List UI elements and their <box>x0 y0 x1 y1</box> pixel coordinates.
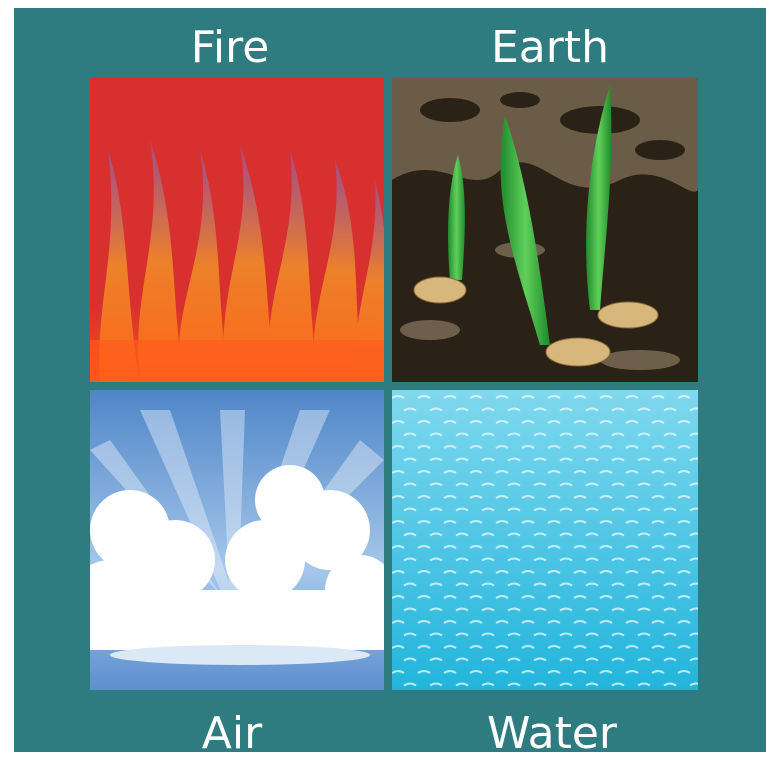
air-label: Air <box>202 708 263 758</box>
wave-line <box>392 470 691 474</box>
fire-label: Fire <box>191 22 270 73</box>
wave-line <box>403 432 698 437</box>
wave-line <box>392 495 691 499</box>
wave-line <box>403 632 698 637</box>
wave-line <box>403 532 698 537</box>
wave-line <box>403 482 698 487</box>
wave-line <box>392 445 691 449</box>
wave-line <box>392 645 691 649</box>
earth-tile <box>392 78 698 382</box>
earth-label: Earth <box>491 22 609 73</box>
water-label: Water <box>487 708 618 758</box>
air-tile <box>90 390 384 690</box>
wave-line <box>392 570 691 574</box>
wave-line <box>403 682 698 687</box>
water-tile <box>392 390 698 690</box>
wave-line <box>392 420 691 424</box>
wave-line <box>403 582 698 587</box>
fire-tile <box>90 78 384 382</box>
wave-line <box>392 545 691 549</box>
wave-line <box>392 520 691 524</box>
wave-line <box>403 457 698 462</box>
wave-line <box>403 507 698 512</box>
wave-line <box>403 557 698 562</box>
wave-line <box>392 620 691 624</box>
wave-line <box>392 670 691 674</box>
wave-line <box>403 407 698 412</box>
wave-line <box>403 657 698 662</box>
wave-line <box>392 595 691 599</box>
wave-line <box>392 395 691 399</box>
wave-line <box>403 607 698 612</box>
